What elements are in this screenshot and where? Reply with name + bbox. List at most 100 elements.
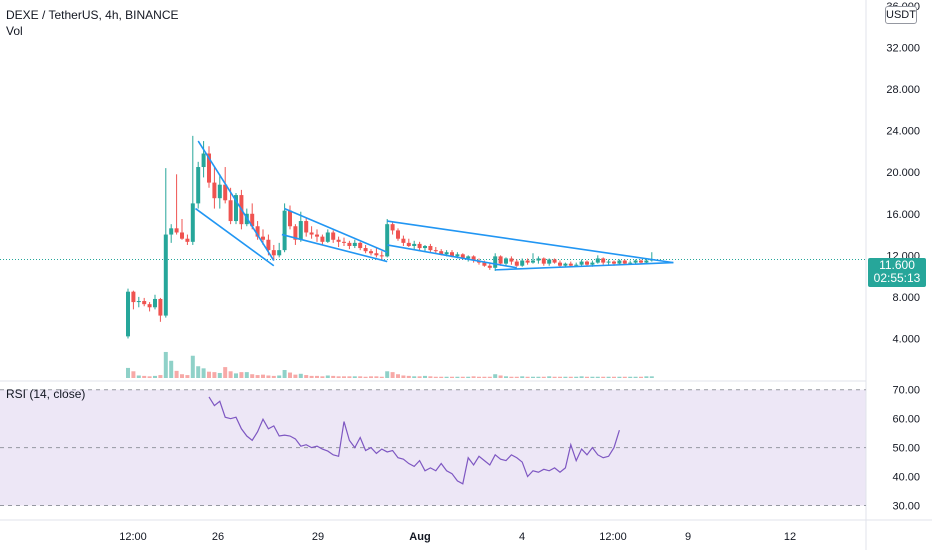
candle-body <box>633 260 638 263</box>
candle-body <box>520 260 525 266</box>
volume-bar <box>444 376 449 378</box>
volume-bar <box>622 376 627 378</box>
volume-bar <box>271 375 276 378</box>
volume-bar <box>417 376 422 378</box>
candle-body <box>412 243 417 246</box>
volume-bar <box>606 376 611 378</box>
candle-body <box>385 224 390 257</box>
candle-body <box>261 236 265 240</box>
currency-button[interactable]: USDT <box>885 6 917 24</box>
price-tick-label: 4.000 <box>892 333 920 345</box>
candle-body <box>563 263 568 266</box>
volume-bar <box>617 376 622 378</box>
volume-bar <box>450 376 454 378</box>
volume-label: Vol <box>6 24 23 38</box>
trendline <box>197 140 275 261</box>
volume-bar <box>390 372 395 378</box>
volume-bar <box>347 376 352 378</box>
candle-body <box>131 291 136 303</box>
volume-bar <box>428 376 433 378</box>
candle-body <box>325 232 330 242</box>
bar-countdown: 02:55:13 <box>873 271 921 285</box>
candle-body <box>579 261 584 265</box>
volume-bar <box>201 368 206 378</box>
volume-bar <box>455 376 460 378</box>
candle-body <box>396 230 400 239</box>
candle-body <box>585 261 589 265</box>
volume-bar <box>163 351 168 378</box>
candle-body <box>450 252 454 257</box>
price-tick-label: 28.000 <box>886 84 920 96</box>
volume-bar <box>423 375 427 378</box>
candle-body <box>536 258 541 261</box>
price-tick-label: 20.000 <box>886 167 920 179</box>
candle-body <box>147 304 152 308</box>
candle-body <box>174 228 179 233</box>
candle-body <box>628 262 633 264</box>
volume-bar <box>585 376 589 378</box>
rsi-tick-label: 30.00 <box>892 501 920 513</box>
volume-bar <box>590 376 595 378</box>
volume-bar <box>514 376 519 378</box>
candle-body <box>369 251 373 254</box>
volume-bar <box>196 366 201 378</box>
volume-bar <box>250 374 255 378</box>
volume-bar <box>142 375 147 378</box>
volume-bar <box>169 360 174 378</box>
time-tick-label: 26 <box>212 531 224 543</box>
candle-body <box>558 262 562 266</box>
candle-body <box>288 210 292 227</box>
candle-body <box>282 210 287 251</box>
time-tick-label: 9 <box>685 531 691 543</box>
symbol-title: DEXE / TetherUS, 4h, BINANCE <box>6 8 179 22</box>
rsi-tick-label: 50.00 <box>892 443 920 455</box>
volume-bar <box>401 375 406 378</box>
candle-body <box>266 239 271 251</box>
volume-bar <box>498 375 503 378</box>
volume-bar <box>482 376 487 378</box>
candle-body <box>455 254 460 257</box>
time-tick-label: 4 <box>519 531 525 543</box>
volume-bar <box>612 376 616 378</box>
candle-body <box>601 258 606 263</box>
volume-bar <box>234 373 238 378</box>
candle-body <box>639 260 643 263</box>
candle-body <box>423 245 427 249</box>
candle-body <box>196 167 201 204</box>
candle-body <box>331 232 336 240</box>
candle-body <box>342 241 346 243</box>
time-tick-label: 29 <box>312 531 324 543</box>
volume-bar <box>180 374 184 378</box>
volume-bar <box>325 375 330 378</box>
candle-body <box>568 263 573 266</box>
candle-body <box>590 262 595 265</box>
candle-body <box>304 221 309 233</box>
volume-bar <box>190 355 195 378</box>
volume-bar <box>574 376 579 378</box>
time-tick-label: 12:00 <box>119 531 147 543</box>
volume-bar <box>153 375 157 378</box>
volume-bar <box>131 371 136 378</box>
candle-body <box>223 184 228 201</box>
last-price-value: 11.600 <box>879 258 915 272</box>
volume-bar <box>352 376 357 378</box>
candle-body <box>379 255 384 257</box>
volume-bar <box>633 376 638 378</box>
price-tick-label: 8.000 <box>892 292 920 304</box>
volume-bar <box>385 371 390 378</box>
candle-body <box>525 260 530 263</box>
volume-bar <box>207 371 211 378</box>
candle-body <box>336 239 341 242</box>
volume-bar <box>298 373 303 378</box>
candle-body <box>504 258 508 264</box>
volume-bar <box>244 372 249 378</box>
candle-body <box>363 248 368 252</box>
candle-body <box>136 301 141 303</box>
price-tick-label: 24.000 <box>886 126 920 138</box>
candle-body <box>180 232 184 239</box>
price-tick-label: 32.000 <box>886 43 920 55</box>
volume-bar <box>369 376 373 378</box>
volume-bar <box>433 376 438 378</box>
